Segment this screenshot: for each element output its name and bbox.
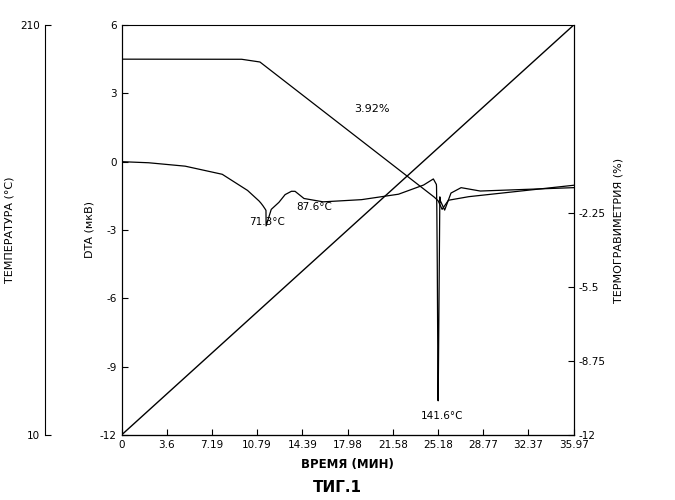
Text: 3.92%: 3.92% (354, 104, 389, 114)
X-axis label: ВРЕМЯ (МИН): ВРЕМЯ (МИН) (301, 458, 394, 471)
Y-axis label: ТЕМПЕРАТУРА (°С): ТЕМПЕРАТУРА (°С) (5, 176, 15, 283)
Y-axis label: ТЕРМОГРАВИМЕТРИЯ (%): ТЕРМОГРАВИМЕТРИЯ (%) (614, 158, 624, 302)
Text: 87.6°C: 87.6°C (296, 202, 332, 211)
Text: ΤИГ.1: ΤИГ.1 (313, 480, 362, 495)
Y-axis label: DTA (мкВ): DTA (мкВ) (84, 202, 94, 258)
Text: 71.3°C: 71.3°C (249, 218, 286, 228)
Text: 141.6°C: 141.6°C (421, 411, 463, 421)
